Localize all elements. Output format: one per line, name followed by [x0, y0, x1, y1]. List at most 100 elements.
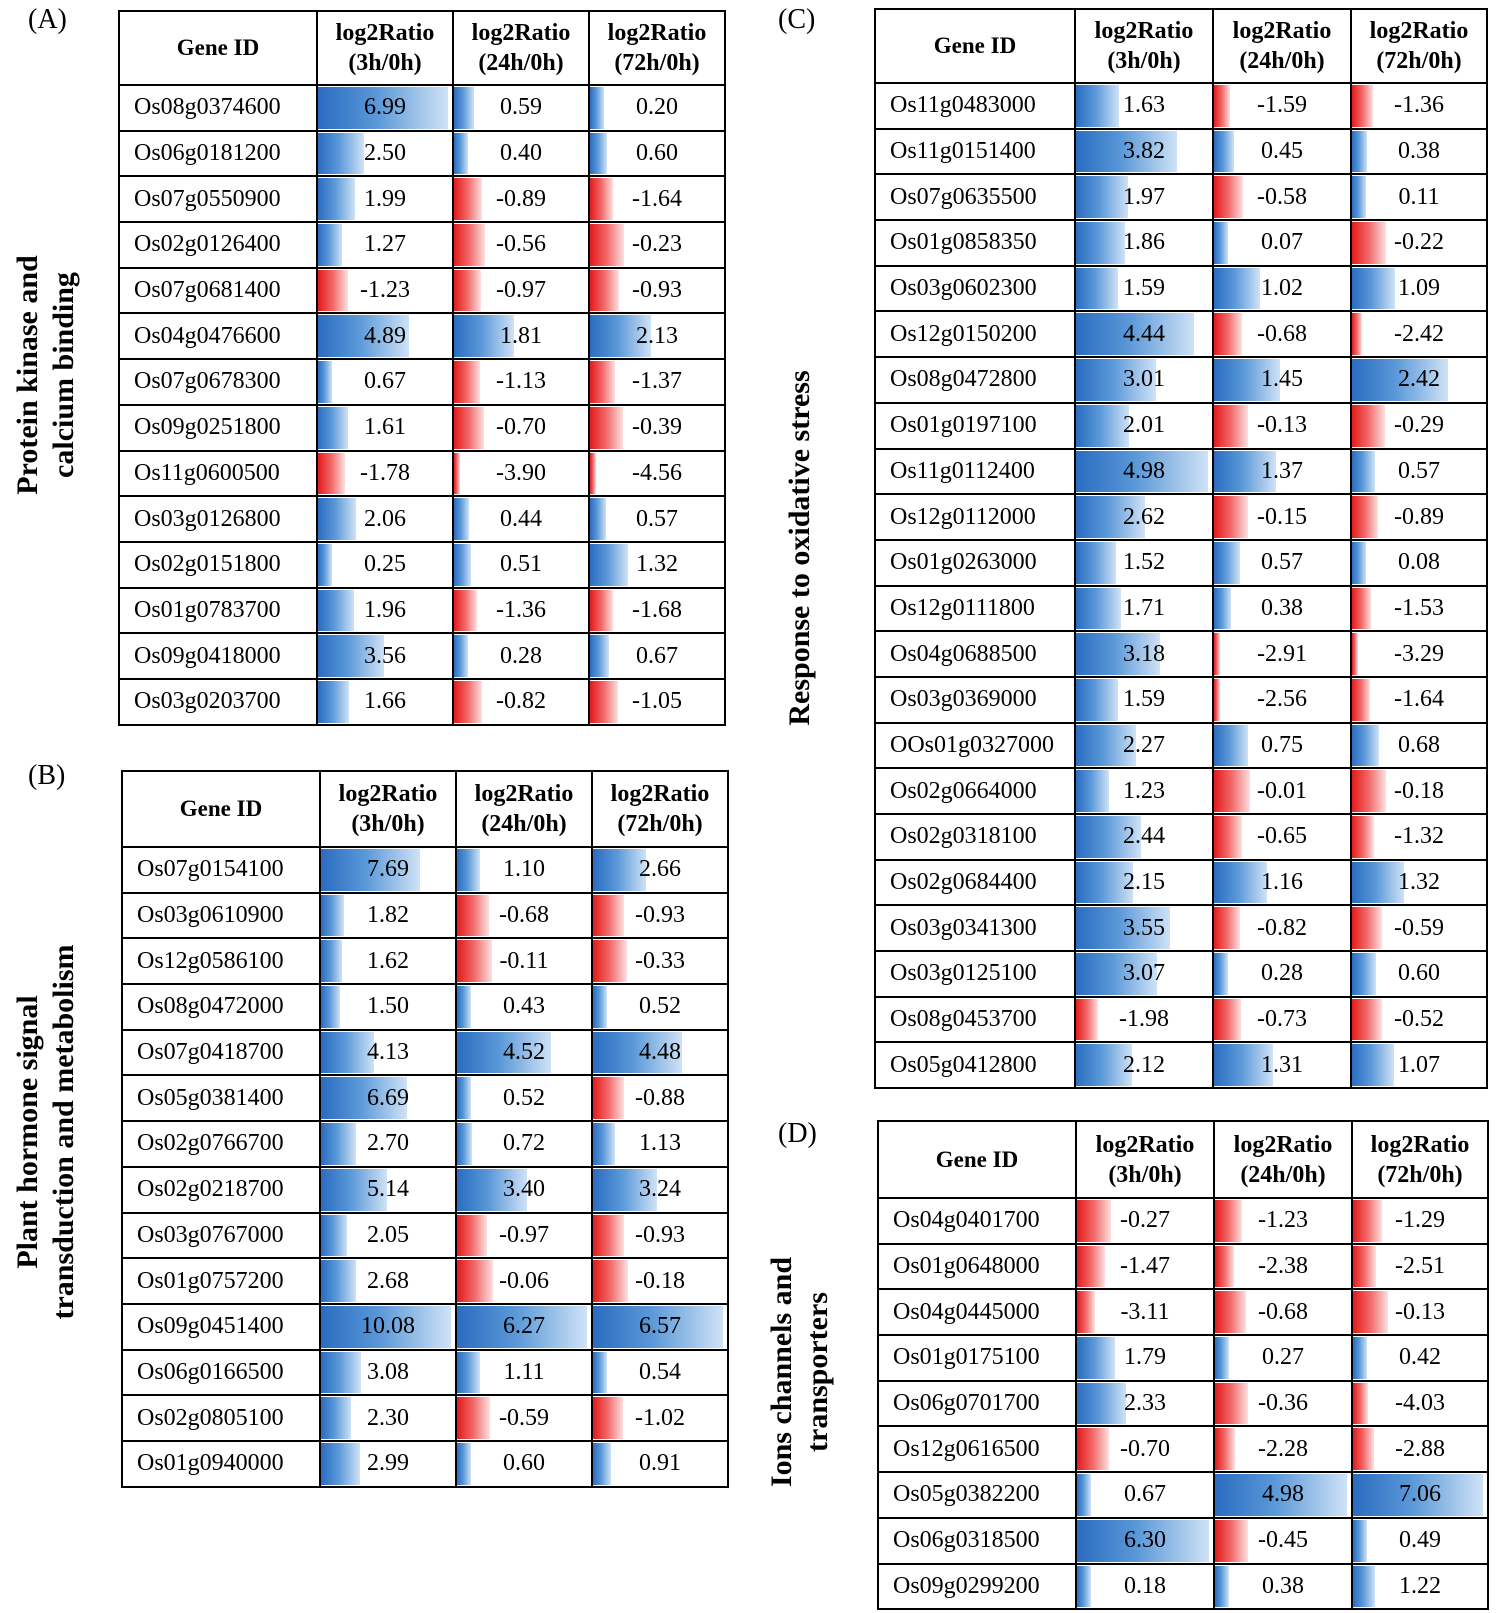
ratio-cell: 0.67 [316, 358, 454, 406]
gene-id-cell: Os01g0783700 [118, 586, 318, 635]
ratio-value: 1.31 [1261, 1051, 1303, 1078]
ratio-value: 4.44 [1123, 320, 1165, 347]
ratio-cell: 0.59 [452, 84, 590, 132]
table-row: Os06g0166500 3.08 1.11 0.54 [121, 1348, 729, 1397]
positive-ratio-bar [1077, 359, 1156, 401]
ratio-value: 0.38 [1398, 138, 1440, 165]
gene-id-header: Gene ID [874, 8, 1076, 84]
ratio-value: 0.57 [1398, 457, 1440, 484]
table-row: ОOs01g0327000 2.27 0.75 0.68 [874, 721, 1488, 770]
ratio-cell: 1.02 [1212, 264, 1352, 313]
ratio-cell: 5.14 [319, 1165, 457, 1214]
positive-ratio-bar [1077, 633, 1161, 675]
negative-ratio-bar [458, 1260, 493, 1302]
ratio-cell: -0.82 [452, 677, 590, 726]
gene-id-cell: Os02g0318100 [874, 813, 1076, 861]
ratio-cell: -0.58 [1212, 173, 1352, 222]
gene-id-cell: Os01g0197100 [874, 401, 1076, 450]
ratio-value: 4.98 [1123, 457, 1165, 484]
ratio-value: 0.60 [636, 140, 678, 167]
header-row: Gene ID log2Ratio (3h/0h) log2Ratio (24h/0h)… [874, 8, 1488, 84]
ratio-cell: -0.29 [1350, 401, 1488, 450]
ratio-cell: 1.31 [1212, 1041, 1352, 1090]
ratio-cell: -4.03 [1351, 1379, 1489, 1428]
ratio-cell: -1.32 [1350, 813, 1488, 861]
gene-id-cell: Os07g0154100 [121, 846, 321, 894]
ratio-cell: 1.07 [1350, 1041, 1488, 1090]
ratio-cell: -0.93 [591, 891, 729, 940]
header-line: log2Ratio [1233, 1131, 1333, 1158]
ratio-value: 4.48 [639, 1039, 681, 1066]
category-line: transduction and metabolism [47, 944, 80, 1320]
table-row: Os01g0783700 1.96 -1.36 -1.68 [118, 586, 726, 635]
ratio-cell: 1.32 [588, 540, 726, 589]
ratio-value: 1.71 [1123, 594, 1165, 621]
positive-ratio-bar [319, 543, 332, 586]
ratio-cell: -1.36 [452, 586, 590, 635]
negative-ratio-bar [458, 1214, 488, 1257]
ratio-value: 1.63 [1123, 92, 1165, 119]
negative-ratio-bar [455, 224, 485, 266]
positive-ratio-bar [594, 1031, 682, 1074]
negative-ratio-bar [458, 940, 493, 983]
ratio-value: 0.67 [1124, 1481, 1166, 1508]
ratio-value: 3.08 [367, 1358, 409, 1385]
positive-ratio-bar [1353, 359, 1448, 401]
ratio-cell: 0.28 [1212, 950, 1352, 998]
negative-ratio-bar [594, 1260, 628, 1302]
ratio-cell: -0.89 [452, 175, 590, 224]
ratio-value: 7.06 [1399, 1481, 1441, 1508]
positive-ratio-bar [1215, 359, 1280, 401]
ratio-value: 1.32 [1398, 869, 1440, 896]
ratio-value: -1.98 [1119, 1006, 1169, 1033]
negative-ratio-bar [1078, 1200, 1112, 1242]
ratio-value: 3.24 [639, 1176, 681, 1203]
table-row: Os03g0610900 1.82 -0.68 -0.93 [121, 891, 729, 940]
negative-ratio-bar [1215, 678, 1220, 721]
positive-ratio-bar [322, 1305, 451, 1348]
positive-ratio-bar [458, 1031, 551, 1074]
ratio-cell: -1.29 [1351, 1197, 1489, 1245]
negative-ratio-bar [1078, 1245, 1105, 1288]
ratio-cell: 0.40 [452, 129, 590, 178]
ratio-value: 0.38 [1262, 1572, 1304, 1599]
table-row: Os07g0678300 0.67 -1.13 -1.37 [118, 358, 726, 406]
ratio-cell: 0.54 [591, 1348, 729, 1397]
ratio-cell: -2.28 [1213, 1425, 1353, 1474]
ratio-cell: 10.08 [319, 1302, 457, 1351]
ratio-cell: 2.66 [591, 846, 729, 894]
header-line: log2Ratio [335, 20, 435, 46]
gene-id-cell: Os08g0472000 [121, 983, 321, 1031]
gene-id-header: Gene ID [118, 10, 318, 86]
ratio-value: -0.97 [499, 1221, 549, 1248]
ratio-value: 0.54 [639, 1358, 681, 1385]
ratio-value: -2.88 [1395, 1435, 1445, 1462]
positive-ratio-bar [1077, 770, 1109, 812]
ratio-value: 1.02 [1261, 275, 1303, 302]
ratio-cell: 2.42 [1350, 356, 1488, 404]
table-row: Os07g0635500 1.97 -0.58 0.11 [874, 173, 1488, 222]
positive-ratio-bar [1077, 816, 1141, 858]
ratio-value: -0.27 [1120, 1207, 1170, 1234]
ratio-cell: -1.68 [588, 586, 726, 635]
ratio-cell: -0.65 [1212, 813, 1352, 861]
ratio-value: 6.30 [1124, 1527, 1166, 1554]
ratio-value: 1.50 [367, 993, 409, 1020]
positive-ratio-bar [455, 543, 471, 586]
positive-ratio-bar [594, 986, 607, 1028]
ratio-cell: -0.93 [591, 1211, 729, 1260]
gene-id-cell: Os02g0805100 [121, 1394, 321, 1442]
positive-ratio-bar [458, 1168, 528, 1211]
positive-ratio-bar [319, 589, 355, 632]
ratio-value: 0.67 [364, 368, 406, 395]
negative-ratio-bar [1354, 1382, 1369, 1425]
ratio-cell: -0.18 [591, 1257, 729, 1305]
ratio-cell: -0.68 [1213, 1288, 1353, 1337]
positive-ratio-bar [455, 87, 474, 129]
category-label-a: Protein kinase and calcium binding [10, 255, 82, 495]
ratio-cell: 1.82 [319, 891, 457, 940]
header-line: log2Ratio [471, 20, 571, 46]
positive-ratio-bar [458, 1305, 587, 1348]
ratio-cell: -3.11 [1075, 1288, 1215, 1337]
panel-d-table: Gene ID log2Ratio (3h/0h) log2Ratio (24h/0h)… [877, 1120, 1489, 1611]
